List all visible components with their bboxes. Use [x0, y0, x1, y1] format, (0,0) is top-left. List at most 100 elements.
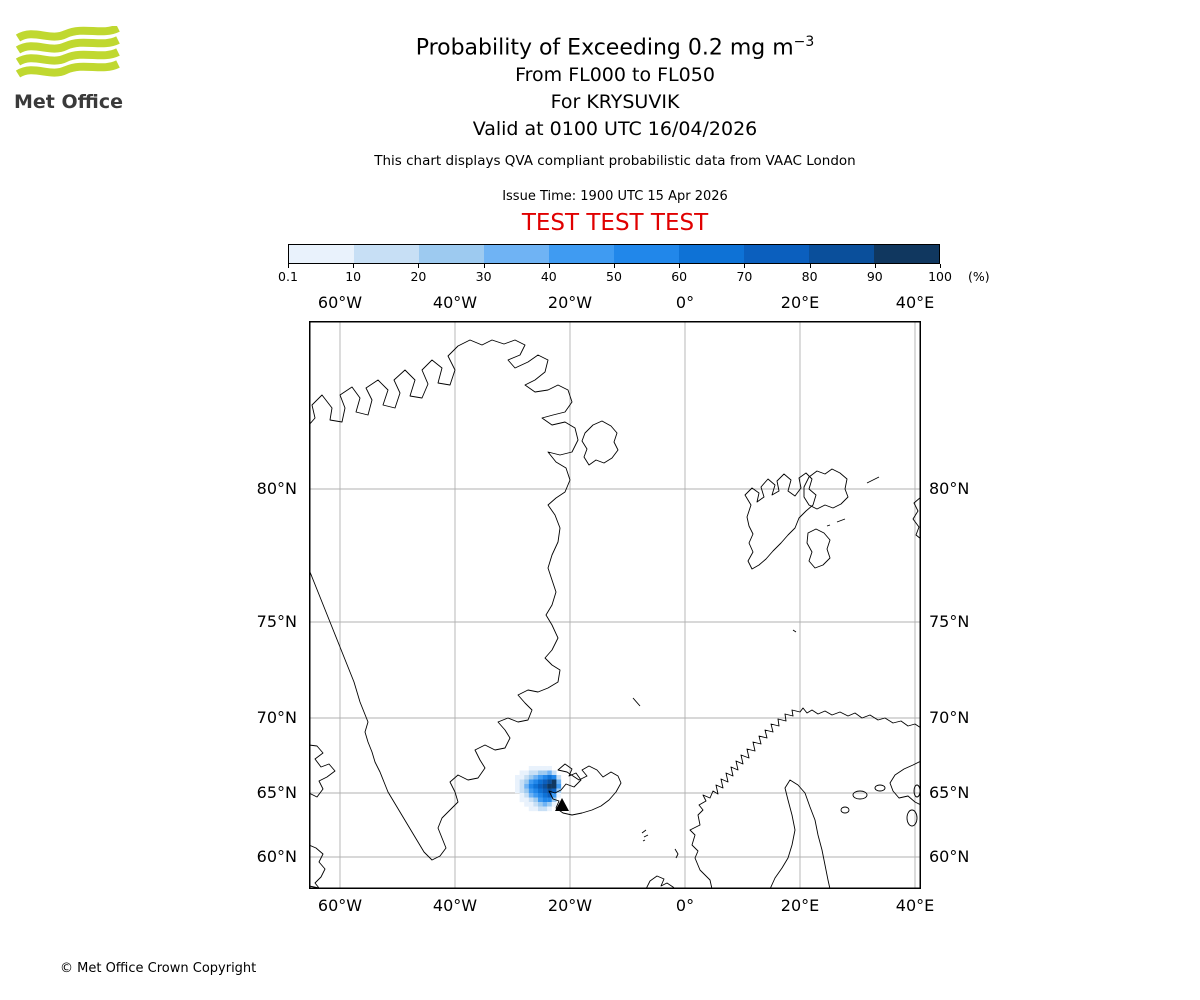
lake	[874, 784, 886, 792]
plume-cell	[538, 770, 543, 776]
colorbar-tick-label: 60	[671, 269, 688, 284]
plume-cell	[528, 802, 534, 807]
plume-cell	[542, 793, 548, 798]
latitude-label: 60°N	[256, 847, 297, 866]
plume-cell	[547, 806, 552, 812]
plume-cell	[528, 770, 534, 776]
coast-kvitoya	[866, 476, 880, 484]
coast-scotland	[645, 875, 676, 890]
coast-faroe-islands	[641, 829, 649, 842]
lake	[906, 809, 918, 827]
colorbar-tickmark	[288, 264, 289, 268]
colorbar-segment	[419, 245, 484, 263]
colorbar-tickmark	[483, 264, 485, 268]
coast-baffin	[308, 744, 336, 798]
plume-cell	[519, 788, 525, 794]
plume-cell	[547, 793, 552, 798]
plume-cell	[551, 784, 557, 789]
coast-greenland	[308, 339, 579, 861]
plume-cell	[519, 775, 525, 780]
map-area	[308, 321, 922, 890]
plume-cell	[547, 784, 552, 789]
coast-labrador	[308, 844, 326, 889]
plume-cell	[538, 793, 543, 798]
volcano-marker-group	[555, 798, 569, 811]
colorbar-segment	[289, 245, 354, 263]
graticule-gridlines	[309, 321, 921, 889]
plume-cell	[528, 775, 534, 780]
colorbar-tickmark	[679, 264, 681, 268]
plume-cell	[547, 797, 552, 803]
volcano-triangle-icon	[555, 798, 569, 811]
plume-cell	[524, 788, 529, 794]
plume-cell	[528, 797, 534, 803]
plume-cell	[519, 779, 525, 785]
colorbar-tickmarks	[288, 264, 941, 269]
colorbar-tickmark	[874, 264, 876, 268]
latitude-label: 65°N	[929, 783, 970, 802]
plume-cell	[533, 775, 539, 780]
plume-cell	[515, 788, 520, 794]
longitude-label: 20°E	[780, 293, 820, 312]
colorbar	[288, 244, 940, 264]
latitude-label: 70°N	[256, 708, 297, 727]
plume-cell	[533, 788, 539, 794]
plume-cell	[515, 775, 520, 780]
ash-probability-plume	[515, 766, 562, 812]
plume-cell	[533, 779, 539, 785]
colorbar-tick-label: 10	[345, 269, 362, 284]
subtitle-volcano: For KRYSUVIK	[550, 91, 680, 114]
lake	[840, 806, 850, 814]
colorbar-segment	[484, 245, 549, 263]
latitude-label: 80°N	[256, 479, 297, 498]
coast-franz-josef	[912, 496, 922, 540]
plume-cell	[528, 793, 534, 798]
issue-time: Issue Time: 1900 UTC 15 Apr 2026	[502, 189, 728, 205]
colorbar-segment	[809, 245, 874, 263]
plume-cell	[547, 766, 552, 771]
plume-cell	[538, 806, 543, 812]
plume-cell	[542, 784, 548, 789]
plume-cell	[538, 797, 543, 803]
colorbar-tickmark	[744, 264, 746, 268]
plume-cell	[538, 802, 543, 807]
logo-wave-stripe	[15, 24, 120, 42]
plume-cell	[538, 775, 543, 780]
plume-cell	[551, 793, 557, 798]
longitude-label: 60°W	[317, 896, 363, 915]
plume-cell	[524, 784, 529, 789]
plume-cell	[524, 793, 529, 798]
plume-cell	[533, 797, 539, 803]
colorbar-segment	[614, 245, 679, 263]
longitude-label: 20°W	[547, 293, 593, 312]
plume-cell	[524, 797, 529, 803]
colorbar-tick-labels: 0.1 10 20 30 40 50 60 70 80 90 100	[278, 269, 952, 287]
latitude-label: 60°N	[929, 847, 970, 866]
plume-cell	[524, 802, 529, 807]
coast-spitsbergen	[744, 472, 817, 570]
longitude-label: 0°	[675, 896, 695, 915]
plume-cell	[542, 788, 548, 794]
colorbar-tickmark	[418, 264, 420, 268]
longitude-label: 60°W	[317, 293, 363, 312]
plume-cell	[533, 766, 539, 771]
map-frame	[309, 321, 921, 889]
colorbar-tick-label: 20	[410, 269, 427, 284]
plume-cell	[538, 788, 543, 794]
subtitle-valid-time: Valid at 0100 UTC 16/04/2026	[472, 118, 758, 141]
colorbar-tick-label: 40	[540, 269, 557, 284]
plume-cell	[533, 770, 539, 776]
latitude-labels-left: 80°N 75°N 70°N 65°N 60°N	[219, 321, 303, 889]
plume-cell	[542, 806, 548, 812]
colorbar-tick-label: 90	[866, 269, 883, 284]
header-block: Probability of Exceeding 0.2 mg m−3 From…	[15, 28, 1200, 236]
plume-cell	[547, 770, 552, 776]
colorbar-tick-label: 100	[928, 269, 952, 284]
plume-cell	[542, 770, 548, 776]
colorbar-tick-label: 70	[736, 269, 753, 284]
colorbar-segment	[744, 245, 809, 263]
plume-cell	[519, 793, 525, 798]
longitude-label: 40°W	[432, 293, 478, 312]
plume-cell	[547, 779, 552, 785]
latitude-label: 70°N	[929, 708, 970, 727]
